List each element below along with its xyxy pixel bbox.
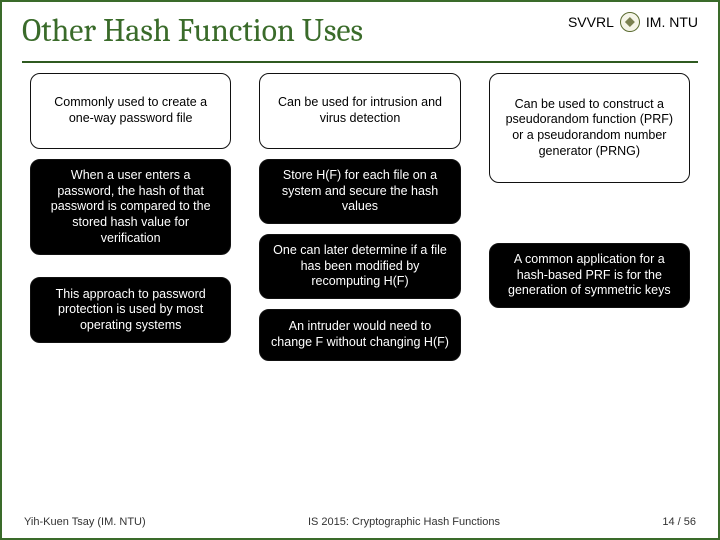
org-left: SVVRL: [568, 14, 614, 30]
page-total: 56: [684, 516, 696, 528]
col2-box-1: Store H(F) for each file on a system and…: [259, 159, 460, 224]
col3-head: Can be used to construct a pseudorandom …: [489, 73, 690, 183]
col2-box-2: One can later determine if a file has be…: [259, 234, 460, 299]
column-intrusion: Can be used for intrusion and virus dete…: [259, 73, 460, 361]
ntu-seal-icon: [620, 12, 640, 32]
col2-box-3: An intruder would need to change F witho…: [259, 309, 460, 361]
col3-box-1: A common application for a hash-based PR…: [489, 243, 690, 308]
content-grid: Commonly used to create a one-way passwo…: [2, 63, 718, 510]
page-sep: /: [675, 516, 684, 528]
col2-head: Can be used for intrusion and virus dete…: [259, 73, 460, 149]
col1-box-1: When a user enters a password, the hash …: [30, 159, 231, 255]
col1-head: Commonly used to create a one-way passwo…: [30, 73, 231, 149]
org-right: IM. NTU: [646, 14, 698, 30]
page-current: 14: [662, 516, 674, 528]
footer-pagenum: 14 / 56: [662, 516, 696, 528]
column-password: Commonly used to create a one-way passwo…: [30, 73, 231, 361]
header: SVVRL IM. NTU Other Hash Function Uses: [2, 2, 718, 55]
org-block: SVVRL IM. NTU: [568, 12, 698, 32]
footer: Yih-Kuen Tsay (IM. NTU) IS 2015: Cryptog…: [2, 510, 718, 538]
column-prng: Can be used to construct a pseudorandom …: [489, 73, 690, 361]
footer-author: Yih-Kuen Tsay (IM. NTU): [24, 516, 146, 528]
col1-box-2: This approach to password protection is …: [30, 277, 231, 343]
footer-course: IS 2015: Cryptographic Hash Functions: [146, 516, 663, 528]
slide: SVVRL IM. NTU Other Hash Function Uses C…: [0, 0, 720, 540]
